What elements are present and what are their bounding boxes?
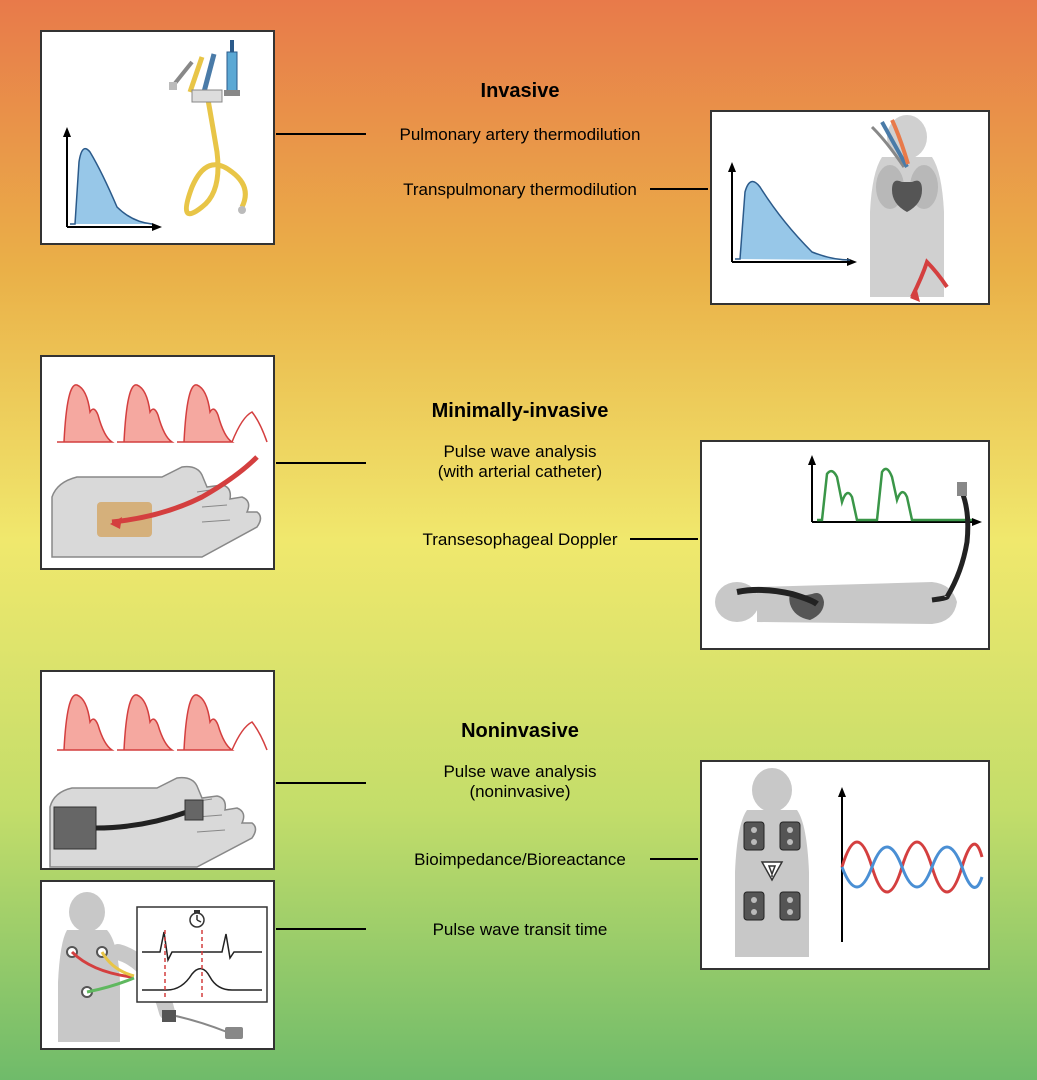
section-title-minimally: Minimally-invasive — [370, 400, 670, 423]
transpulmonary-illustration — [712, 112, 992, 307]
label-pwa-noninvasive: Pulse wave analysis (noninvasive) — [370, 762, 670, 802]
pwa-arterial-illustration — [42, 357, 277, 572]
panel-tee-doppler — [700, 440, 990, 650]
diagram-content: Invasive Pulmonary artery thermodilution… — [0, 0, 1037, 1080]
label-tee-doppler: Transesophageal Doppler — [370, 530, 670, 550]
connector — [276, 462, 366, 464]
pa-catheter-illustration — [42, 32, 277, 247]
tee-doppler-illustration — [702, 442, 992, 652]
connector — [650, 858, 698, 860]
connector — [630, 538, 698, 540]
label-pa-thermodilution: Pulmonary artery thermodilution — [370, 125, 670, 145]
section-title-invasive: Invasive — [370, 80, 670, 103]
bioimpedance-illustration — [702, 762, 992, 972]
connector — [650, 188, 708, 190]
connector — [276, 782, 366, 784]
label-transpulmonary: Transpulmonary thermodilution — [370, 180, 670, 200]
section-title-noninvasive: Noninvasive — [370, 720, 670, 743]
panel-pwa-noninvasive — [40, 670, 275, 870]
label-pwa-arterial: Pulse wave analysis (with arterial cathe… — [370, 442, 670, 482]
label-bioimpedance: Bioimpedance/Bioreactance — [370, 850, 670, 870]
panel-bioimpedance — [700, 760, 990, 970]
label-pwtt: Pulse wave transit time — [370, 920, 670, 940]
connector — [276, 133, 366, 135]
connector — [276, 928, 366, 930]
panel-pa-thermodilution — [40, 30, 275, 245]
pwtt-illustration — [42, 882, 277, 1052]
panel-transpulmonary — [710, 110, 990, 305]
finger-cuff-illustration — [42, 672, 277, 872]
panel-pwa-arterial — [40, 355, 275, 570]
panel-pwtt — [40, 880, 275, 1050]
